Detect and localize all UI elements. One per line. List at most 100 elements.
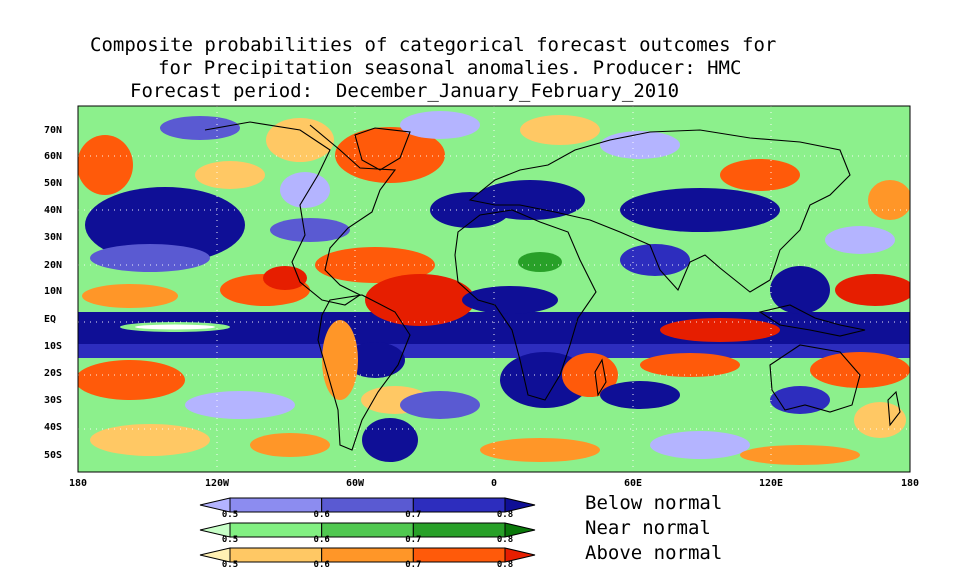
colorbar-tick-label: 0.7: [405, 560, 422, 570]
lon-label: 60W: [345, 478, 365, 489]
eurasia-coast: [468, 129, 851, 293]
lat-label: 50S: [44, 450, 63, 461]
lon-label: 60E: [623, 478, 643, 489]
region-patch: [90, 424, 210, 456]
africa-coast: [454, 209, 597, 401]
lat-label: 30N: [44, 232, 63, 243]
region-patch: [825, 226, 895, 254]
region-patch: [78, 135, 133, 195]
colorbar-tick-label: 0.5: [221, 510, 239, 520]
region-patch: [620, 244, 690, 276]
south-america-coast: [317, 294, 411, 451]
lon-label: 120E: [758, 478, 784, 489]
region-patch: [82, 284, 178, 308]
region-patch: [770, 266, 830, 314]
region-patch: [600, 131, 680, 159]
map-grid: [78, 106, 910, 472]
lon-label: 120W: [204, 478, 230, 489]
lat-label: 30S: [44, 395, 63, 406]
lon-label: 180: [68, 478, 88, 489]
legend-category-label: Near normal: [585, 517, 711, 539]
region-patch: [400, 111, 480, 139]
coastlines: [204, 121, 901, 451]
lat-label: 10N: [44, 286, 63, 297]
region-patch: [362, 418, 418, 462]
colorbar-segment: [229, 497, 323, 513]
region-patch: [365, 274, 475, 326]
lon-label: 180: [900, 478, 920, 489]
lat-label: 20N: [44, 260, 63, 271]
region-patch: [475, 180, 585, 220]
region-patch: [480, 438, 600, 462]
title-line-2: for Precipitation seasonal anomalies. Pr…: [158, 57, 742, 79]
region-patch: [740, 445, 860, 465]
australia-coast: [769, 344, 861, 413]
lat-label: 50N: [44, 178, 63, 189]
region-patch: [185, 391, 295, 419]
indonesia-coast: [758, 304, 866, 337]
new-zealand-coast: [887, 390, 901, 427]
region-patch: [195, 161, 265, 189]
legend-category-label: Below normal: [585, 492, 723, 514]
region-patch: [250, 433, 330, 457]
legend-category-label: Above normal: [585, 542, 723, 564]
colorbar-segment: [229, 547, 323, 563]
colorbar-tick-label: 0.6: [313, 510, 330, 520]
colorbar-segment: [229, 522, 323, 538]
region-patch: [518, 252, 562, 272]
madagascar-coast: [594, 358, 607, 397]
lat-label: 70N: [44, 125, 63, 136]
colorbar-segment: [504, 547, 536, 563]
colorbar-segment: [412, 522, 506, 538]
colorbar-tick-label: 0.6: [313, 535, 330, 545]
colorbar-tick-label: 0.5: [221, 560, 239, 570]
region-patch: [315, 247, 435, 283]
map-field: [78, 106, 910, 472]
region-patch: [400, 391, 480, 419]
lat-label: 10S: [44, 341, 63, 352]
region-patch: [462, 286, 558, 314]
region-patch: [85, 187, 245, 263]
region-patch: [620, 188, 780, 232]
region-patch: [770, 386, 830, 414]
colorbar-tick-label: 0.7: [405, 535, 422, 545]
colorbar-tick-label: 0.8: [496, 535, 514, 545]
colorbar-tick-label: 0.6: [313, 560, 330, 570]
region-patch: [650, 431, 750, 459]
colorbar-tick-label: 0.5: [221, 535, 239, 545]
north-america-coast: [204, 121, 397, 306]
region-patch: [90, 244, 210, 272]
colorbar-segment: [321, 547, 414, 563]
colorbar-segment: [321, 522, 414, 538]
region-patch: [854, 402, 906, 438]
region-patch: [660, 318, 780, 342]
lon-label: 0: [490, 478, 498, 489]
region-patch: [345, 342, 405, 378]
colorbar-segment: [412, 497, 506, 513]
region-patch: [280, 172, 330, 208]
region-patch: [835, 274, 910, 306]
region-patch: [263, 266, 307, 290]
lat-label: 40S: [44, 422, 63, 433]
map-frame: [77, 105, 911, 473]
region-patch: [335, 127, 445, 183]
title-line-3: Forecast period: December_January_Februa…: [130, 80, 680, 102]
region-patch: [720, 159, 800, 191]
region-patch: [868, 180, 910, 220]
region-patch: [322, 320, 358, 400]
colorbar-segment: [504, 497, 536, 513]
lat-label: 20S: [44, 368, 63, 379]
colorbar-tick-label: 0.7: [405, 510, 422, 520]
colorbar-tick-label: 0.8: [496, 510, 514, 520]
region-patch: [810, 352, 910, 388]
lat-label: 60N: [44, 151, 63, 162]
colorbar-segment: [504, 522, 536, 538]
region-patch: [270, 218, 350, 242]
region-patch: [520, 115, 600, 145]
lat-label: 40N: [44, 205, 63, 216]
region-patch: [78, 360, 185, 400]
colorbar-segment: [412, 547, 506, 563]
region-patch: [266, 118, 334, 162]
greenland-coast: [354, 127, 411, 171]
